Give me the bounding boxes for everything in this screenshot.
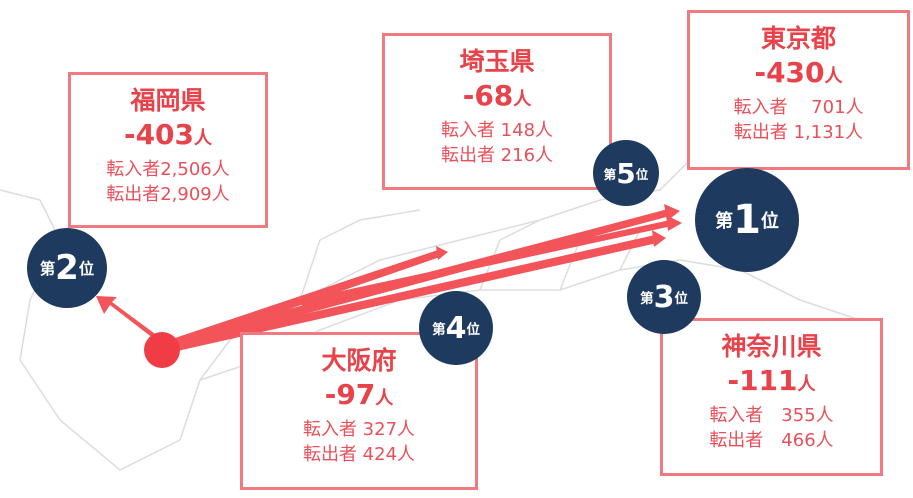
- rank-pre: 第: [715, 211, 734, 232]
- in-line: 転入者 327人: [302, 419, 416, 440]
- net-value: -403: [123, 118, 195, 151]
- in-line: 転入者 355人: [709, 405, 834, 426]
- unit: 人: [194, 128, 213, 149]
- rank-num: 1: [733, 197, 761, 243]
- rank-pre: 第: [39, 260, 56, 278]
- arrow: [300, 220, 672, 306]
- unit: 人: [513, 89, 532, 110]
- unit: 人: [375, 388, 394, 409]
- box: 東京都 -430人 転入者 701人 転出者 1,131人: [687, 10, 910, 170]
- unit: 人: [797, 374, 816, 395]
- out-line: 転出者 1,131人: [733, 122, 864, 143]
- rank-num: 5: [616, 156, 636, 190]
- net-value: -111: [727, 364, 798, 397]
- net-change: -403人: [71, 117, 265, 157]
- net-change: -97人: [243, 377, 475, 417]
- arrow: [162, 235, 657, 354]
- net-value: -97: [324, 378, 376, 411]
- rank-post: 位: [466, 322, 480, 338]
- out-line: 転出者2,909人: [106, 184, 230, 205]
- out-line: 転出者 216人: [440, 145, 554, 166]
- arrowhead: [436, 246, 448, 260]
- pref-name: 埼玉県: [459, 47, 535, 76]
- unit: 人: [824, 66, 843, 87]
- rank-post: 位: [760, 211, 779, 232]
- arrow: [96, 296, 166, 345]
- box: 大阪府 -97人 転入者 327人 転出者 424人: [240, 332, 478, 490]
- box: 神奈川県 -111人 転入者 355人 転出者 466人: [660, 318, 883, 476]
- rank-num: 2: [55, 248, 79, 288]
- box: 埼玉県 -68人 転入者 148人 転出者 216人: [382, 33, 612, 190]
- pref-name: 福岡県: [130, 86, 206, 115]
- pref-name: 東京都: [760, 24, 836, 53]
- rank-num: 4: [445, 310, 467, 346]
- out-line: 転出者 466人: [709, 430, 834, 451]
- net-value: -430: [754, 56, 825, 89]
- origin-dot: [144, 332, 180, 368]
- out-line: 転出者 424人: [302, 444, 416, 465]
- net-value: -68: [462, 79, 514, 112]
- arrowhead: [666, 215, 682, 231]
- in-line: 転入者 701人: [733, 97, 864, 118]
- rank-pre: 第: [603, 166, 617, 182]
- rank-num: 3: [653, 279, 675, 315]
- rank-post: 位: [635, 166, 649, 182]
- net-change: -430人: [690, 55, 907, 95]
- in-line: 転入者 148人: [440, 120, 554, 141]
- pref-name: 神奈川県: [721, 332, 822, 361]
- rank-post: 位: [78, 260, 95, 278]
- arrowhead: [652, 230, 666, 247]
- net-change: -111人: [663, 363, 880, 403]
- pref-name: 大阪府: [321, 346, 397, 375]
- rank-post: 位: [674, 291, 688, 307]
- arrows: [96, 204, 682, 354]
- rank-pre: 第: [432, 322, 446, 338]
- rank-pre: 第: [640, 291, 654, 307]
- net-change: -68人: [385, 78, 609, 118]
- box: 福岡県 -403人 転入者2,506人 転出者2,909人: [68, 72, 268, 228]
- in-line: 転入者2,506人: [106, 159, 230, 180]
